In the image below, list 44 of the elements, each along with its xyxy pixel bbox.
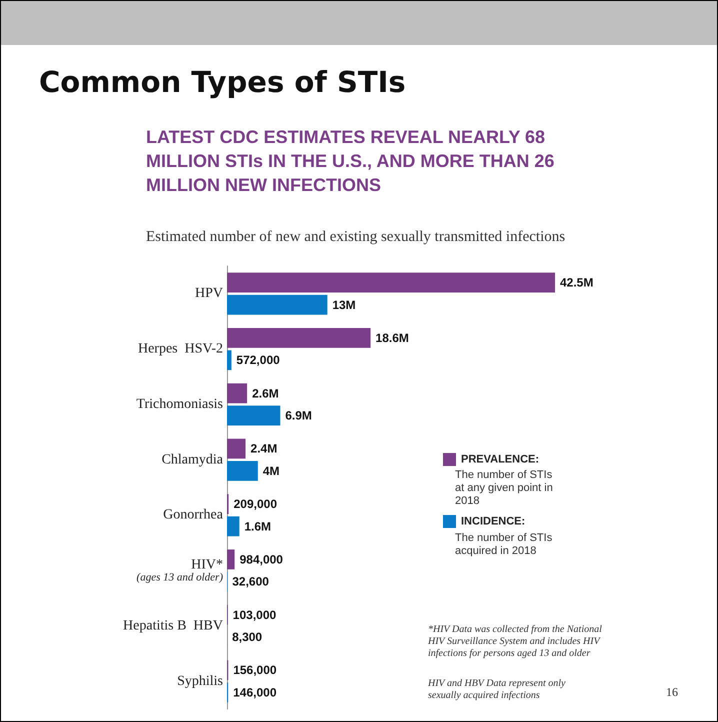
bar bbox=[227, 438, 246, 459]
text: 16 bbox=[666, 685, 679, 699]
data-label: 146,000 bbox=[233, 685, 277, 700]
data-label: 156,000 bbox=[233, 663, 277, 678]
y-tick-label: Trichomoniasis bbox=[136, 396, 223, 412]
data-label: 18.6M bbox=[376, 330, 409, 345]
y-tick-label: Herpes HSV-2 bbox=[138, 342, 223, 357]
data-label: 572,000 bbox=[236, 353, 280, 368]
bar bbox=[227, 383, 248, 404]
bar bbox=[227, 550, 235, 570]
y-tick-label: Chlamydia bbox=[162, 452, 224, 468]
data-label: 1.6M bbox=[244, 519, 272, 534]
y-tick-label: Hepatitis B HBV bbox=[123, 618, 223, 634]
data-label: 8,300 bbox=[232, 630, 262, 644]
data-label: 2.6M bbox=[252, 386, 279, 400]
y-tick-label: HIV* (ages 13 and older) bbox=[136, 558, 224, 584]
text: Estimated number of new and existing sexually transmitted infections bbox=[146, 229, 566, 246]
legend-label: INCIDENCE: bbox=[461, 516, 526, 528]
data-label: 13M bbox=[332, 298, 356, 312]
annotation: The number of STIs acquired in 2018 bbox=[455, 532, 554, 558]
chart-title: Common Types of STIs bbox=[39, 65, 406, 99]
annotation: HIV and HBV Data represent only sexually acquired infections bbox=[428, 678, 566, 702]
data-label: 984,000 bbox=[240, 552, 284, 566]
data-label: 42.5M bbox=[560, 276, 594, 290]
chart-subtitle: LATEST CDC ESTIMATES REVEAL NEARLY 68 MILLION STIs IN THE U.S., AND MORE THAN 26 MILLION NEW INFECTIONS bbox=[146, 126, 556, 197]
y-tick-label: HPV bbox=[194, 286, 223, 302]
bar bbox=[227, 272, 555, 292]
bar bbox=[227, 516, 240, 536]
bar bbox=[227, 328, 371, 348]
legend-label: PREVALENCE: bbox=[461, 454, 540, 466]
data-label: 4M bbox=[262, 464, 280, 478]
bar bbox=[227, 406, 280, 426]
y-tick-label: Gonorrhea bbox=[163, 508, 224, 523]
data-label: 6.9M bbox=[285, 408, 312, 423]
bar bbox=[227, 461, 258, 481]
annotation: The number of STIs at any given point in 2018 bbox=[455, 469, 554, 508]
data-label: 209,000 bbox=[234, 497, 278, 512]
data-label: 2.4M bbox=[250, 442, 278, 456]
y-tick-label: Syphilis bbox=[177, 674, 223, 689]
bar bbox=[227, 294, 328, 315]
data-label: 103,000 bbox=[232, 608, 276, 622]
annotation: *HIV Data was collected from the National HIV Surveillance System and includes HIV infections for persons aged 13 and older bbox=[428, 624, 603, 660]
bar bbox=[227, 350, 232, 370]
data-label: 32,600 bbox=[232, 574, 270, 589]
